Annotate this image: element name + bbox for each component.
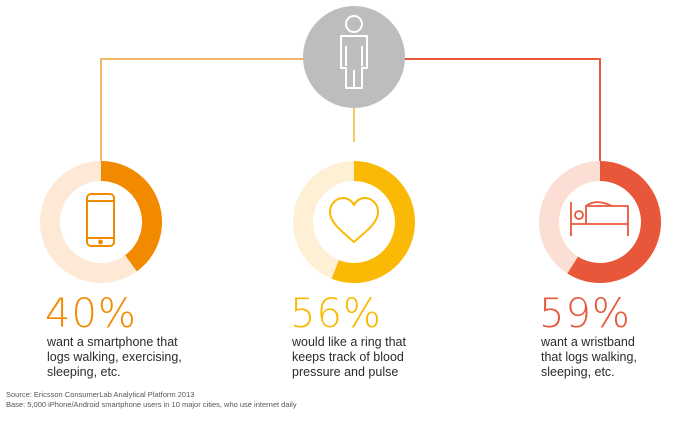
description-line: keeps track of blood — [292, 350, 404, 364]
donut-arc — [567, 161, 661, 283]
base-line: Base: 5,000 iPhone/Android smartphone us… — [6, 400, 297, 409]
donut-0 — [40, 161, 162, 283]
percent-label-2: 59% — [539, 291, 631, 337]
person-icon — [340, 15, 368, 89]
description-line: would like a ring that — [292, 335, 406, 349]
center-person — [303, 6, 405, 108]
percent-label-0: 40% — [45, 291, 137, 337]
source-note: Source: Ericsson ConsumerLab Analytical … — [6, 390, 297, 410]
description-line: logs walking, exercising, — [47, 350, 182, 364]
heart-icon — [329, 197, 379, 243]
description-line: want a wristband — [541, 335, 635, 349]
description-line: want a smartphone that — [47, 335, 178, 349]
connector-left — [100, 58, 304, 168]
source-line: Source: Ericsson ConsumerLab Analytical … — [6, 390, 195, 399]
donut-1 — [293, 161, 415, 283]
percent-label-1: 56% — [290, 291, 382, 337]
description-line: that logs walking, — [541, 350, 637, 364]
donut-arc — [331, 161, 415, 283]
bed-icon — [570, 201, 629, 236]
description-1: would like a ring that keeps track of bl… — [292, 335, 406, 380]
person-circle — [303, 6, 405, 108]
donut-2 — [539, 161, 661, 283]
connector-lines — [100, 58, 601, 168]
donut-arc — [100, 161, 162, 272]
connector-right — [404, 58, 601, 168]
description-line: sleeping, etc. — [541, 365, 615, 379]
description-0: want a smartphone that logs walking, exe… — [47, 335, 182, 380]
description-line: pressure and pulse — [292, 365, 399, 379]
description-line: sleeping, etc. — [47, 365, 121, 379]
description-2: want a wristband that logs walking, slee… — [541, 335, 637, 380]
smartphone-icon — [86, 193, 115, 247]
